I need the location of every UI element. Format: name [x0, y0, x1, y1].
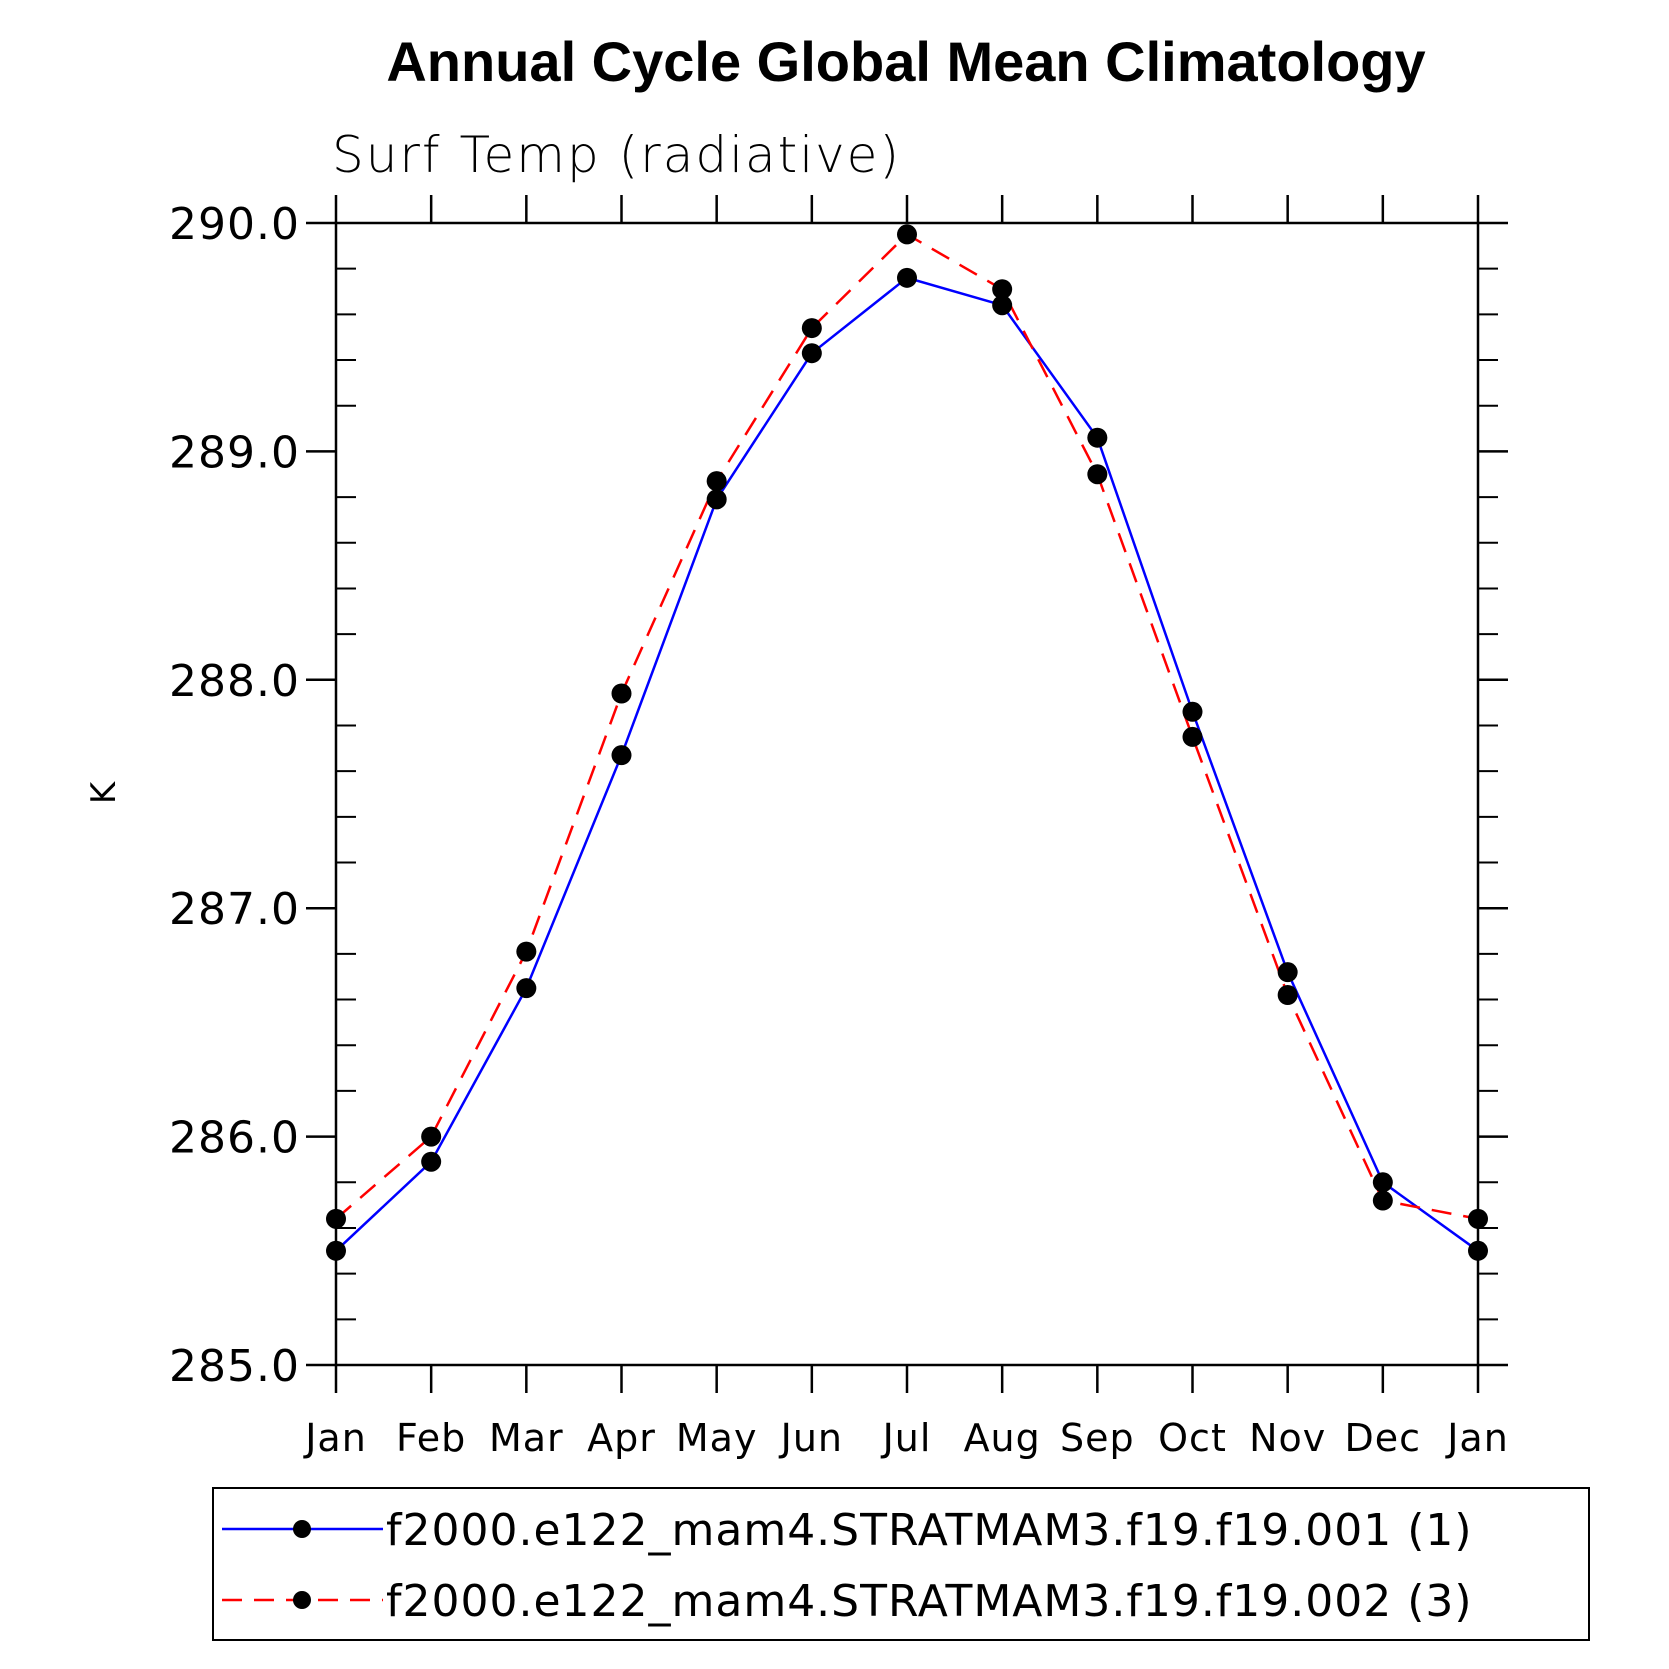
series-2-point — [1372, 1190, 1393, 1211]
x-axis-ticks: Jan Feb Mar Apr May Jun Jul Aug Sep Oct Nov Dec Jan — [303, 195, 1509, 1460]
x-tick-label: Jul — [881, 1416, 932, 1460]
series-1-point — [992, 295, 1013, 316]
legend-marker-series-2 — [293, 1591, 311, 1609]
series-1-point — [1182, 701, 1203, 722]
y-tick-label: 290.0 — [169, 199, 300, 250]
series-1-point — [1372, 1172, 1393, 1193]
x-tick-label: Jan — [1445, 1416, 1509, 1460]
series-2-point — [992, 279, 1013, 300]
y-axis-ticks: 285.0 286.0 287.0 288.0 289.0 290.0 — [169, 199, 1508, 1392]
x-tick-label: Sep — [1060, 1416, 1135, 1460]
series-1-point — [1277, 962, 1298, 983]
series-2-point — [516, 941, 537, 962]
series-1-point — [611, 745, 632, 766]
y-tick-label: 285.0 — [169, 1341, 300, 1392]
series-1-point — [1087, 427, 1108, 448]
series-1-point — [706, 489, 727, 510]
series-1-point — [421, 1151, 442, 1172]
x-tick-label: Jan — [303, 1416, 367, 1460]
legend-label-series-2: f2000.e122_mam4.STRATMAM3.f19.f19.002 (3… — [386, 1576, 1473, 1627]
legend-box — [212, 1487, 1590, 1641]
y-tick-label: 286.0 — [169, 1113, 300, 1164]
x-tick-label: Jun — [779, 1416, 843, 1460]
legend-marker-series-1 — [293, 1520, 311, 1538]
series-1-point — [326, 1240, 346, 1261]
x-tick-label: Dec — [1345, 1416, 1422, 1460]
y-tick-label: 288.0 — [169, 656, 300, 707]
series-layer — [326, 224, 1488, 1261]
series-2-point — [1182, 726, 1203, 747]
y-axis-label: K — [84, 780, 124, 804]
series-line-2 — [335, 232, 1479, 1221]
x-tick-label: Aug — [964, 1416, 1041, 1460]
series-2-point — [326, 1208, 346, 1229]
x-tick-label: Oct — [1158, 1416, 1227, 1460]
x-tick-label: May — [676, 1416, 758, 1460]
y-tick-label: 287.0 — [169, 884, 300, 935]
plot-frame — [334, 221, 1480, 1367]
x-tick-label: Feb — [396, 1416, 466, 1460]
series-1-point — [1468, 1240, 1488, 1261]
series-1-point — [516, 978, 537, 999]
chart-title: Annual Cycle Global Mean Climatology — [386, 30, 1425, 93]
x-tick-label: Nov — [1249, 1416, 1326, 1460]
legend-label-series-1: f2000.e122_mam4.STRATMAM3.f19.f19.001 (1… — [386, 1505, 1473, 1556]
series-2-point — [1087, 464, 1108, 485]
plot-area-border — [334, 221, 1480, 1367]
series-1-point — [897, 267, 917, 288]
x-tick-label: Mar — [489, 1416, 564, 1460]
series-2-point — [421, 1126, 442, 1147]
y-tick-label: 289.0 — [169, 427, 300, 478]
chart-subtitle: Surf Temp (radiative) — [332, 126, 901, 184]
legend: f2000.e122_mam4.STRATMAM3.f19.f19.001 (1… — [212, 1487, 1590, 1641]
series-line-1 — [335, 276, 1479, 1252]
series-2-point — [801, 318, 822, 339]
series-2-point — [1277, 984, 1298, 1005]
series-2-point — [897, 224, 917, 245]
series-2-point — [1468, 1208, 1488, 1229]
series-2-point — [706, 471, 727, 492]
series-2-point — [611, 683, 632, 704]
x-tick-label: Apr — [587, 1416, 656, 1460]
series-1-point — [801, 343, 822, 364]
